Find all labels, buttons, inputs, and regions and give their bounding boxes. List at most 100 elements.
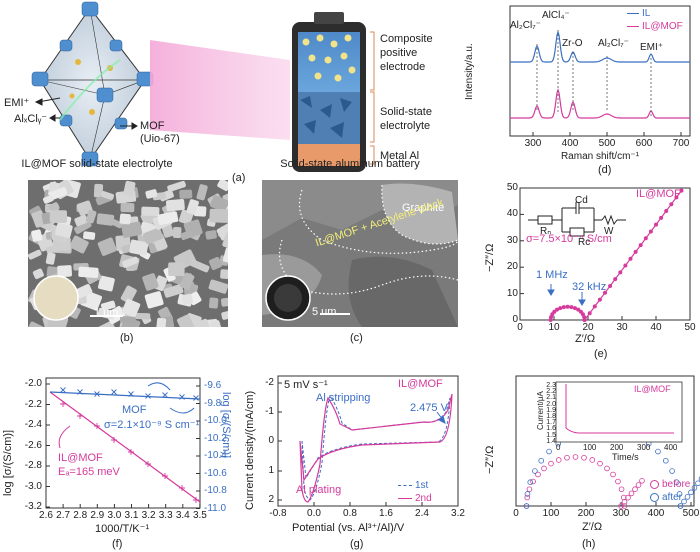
arrhenius-ytick-right-5: -10.6 xyxy=(204,467,227,479)
arrhenius-ytick-right-4: -10.4 xyxy=(204,450,227,461)
arrhenius-ytick-left-2: -2.4 xyxy=(24,419,42,430)
ilmof-point-5 xyxy=(145,461,151,467)
circuit-cd: Cd xyxy=(575,195,588,206)
nyquist-point-22 xyxy=(618,270,623,275)
nyquist-point-34 xyxy=(679,188,684,193)
inset-xtick-3: 300 xyxy=(637,443,651,452)
h-xtick-2: 200 xyxy=(577,508,595,519)
arrhenius-xtick-2: 2.8 xyxy=(73,510,88,521)
nyquist-legend: IL@MOF xyxy=(636,188,681,200)
after-point xyxy=(538,457,545,464)
h-xtick-3: 300 xyxy=(612,508,630,519)
nyquist-point-13 xyxy=(582,315,587,320)
voltage-label: 2.475 V xyxy=(410,402,448,414)
panel-f-letter: (f) xyxy=(112,538,123,550)
nyquist-xlabel: Z′/Ω xyxy=(575,333,596,345)
cv-ytick-2: 0 xyxy=(268,435,274,446)
nyquist-ytick-4: 40 xyxy=(506,208,518,220)
panel-g-letter: (g) xyxy=(350,538,364,550)
raman-annot-zro: Zr-O xyxy=(562,38,583,49)
h-xtick-4: 400 xyxy=(647,508,665,519)
inset-ytick-7: 1.6 xyxy=(546,425,556,433)
ilmof-point-8 xyxy=(193,497,199,503)
nyquist-point-7 xyxy=(565,304,570,309)
ilmof-point-1 xyxy=(77,413,83,419)
cv-xtick-2: 0.8 xyxy=(343,508,357,519)
panel-a-figure xyxy=(31,1,375,172)
raman-legend-ilmof: IL@MOF xyxy=(627,21,683,32)
nyquist-ylabel: −Z″/Ω xyxy=(484,243,496,272)
ilmof-point-0 xyxy=(60,401,66,407)
mof-point-3 xyxy=(111,389,117,395)
mof-point-0 xyxy=(60,387,66,393)
nyquist-x-ticks: 0 10 20 30 40 50 xyxy=(490,322,700,336)
ilmof-point-3 xyxy=(111,437,117,443)
raman-xlabel: Raman shift/cm⁻¹ xyxy=(560,151,640,162)
circuit-rc: Rc xyxy=(578,237,591,248)
mof-sub-label: (Uio-67) xyxy=(140,133,180,145)
ea-label: Eₐ=165 meV xyxy=(58,466,120,478)
arrhenius-ytick-left-4: -2.8 xyxy=(24,460,42,471)
nyquist-point-25 xyxy=(633,249,638,254)
after-point xyxy=(546,448,552,455)
raman-xtick-4: 700 xyxy=(672,138,690,149)
nyquist-ytick-0: 0 xyxy=(512,314,518,325)
raman-xtick-3: 600 xyxy=(635,138,653,149)
arrhenius-xtick-4: 3.0 xyxy=(107,510,122,521)
nyquist-point-15 xyxy=(582,318,587,322)
arrhenius-xtick-0: 2.6 xyxy=(39,510,53,521)
mof-label: MOF xyxy=(140,120,165,132)
cv-ytick-1: 1 xyxy=(268,465,274,476)
cv-ytick-4: -2 xyxy=(265,377,274,388)
cv-xtick-5: 3.2 xyxy=(451,508,465,519)
nyquist-xtick-5: 50 xyxy=(684,322,696,333)
arrhenius-ytick-left-1: -2.2 xyxy=(24,398,42,410)
equivalent-circuit xyxy=(528,202,626,237)
alcl-label: AlₓClᵧ⁻ xyxy=(14,113,48,125)
arrhenius-ytick-right-6: -10.8 xyxy=(204,485,227,496)
panel-a-letter: (a) xyxy=(232,172,246,184)
before-point xyxy=(618,486,625,493)
metal-al-label: Metal Al xyxy=(380,150,420,162)
arrhenius-ytick-left-5: -3.0 xyxy=(24,480,42,492)
freq-1mhz: 1 MHz xyxy=(536,269,568,281)
raman-x-ticks: 300 400 500 600 700 xyxy=(470,138,700,152)
arrhenius-ytick-right-7: -11.0 xyxy=(204,502,227,514)
before-point xyxy=(572,454,579,460)
before-point xyxy=(535,471,541,478)
emi-label: EMI⁺ xyxy=(4,97,30,109)
before-point xyxy=(589,457,596,463)
arrhenius-xtick-3: 2.9 xyxy=(90,510,105,521)
arrhenius-xtick-5: 3.1 xyxy=(124,510,139,521)
raman-xtick-2: 500 xyxy=(598,138,616,149)
before-point xyxy=(604,465,610,472)
cv-xlabel: Potential (vs. Al³⁺/Al)/V xyxy=(292,522,405,534)
after-point xyxy=(523,503,530,509)
panel-g-chart xyxy=(277,375,459,507)
inset-ytick-2: 2.1 xyxy=(546,394,556,402)
ilmof-fit-label: IL@MOF xyxy=(58,452,103,464)
panel-c-sem-image xyxy=(262,180,458,327)
inset-ytick-3: 2.0 xyxy=(546,400,556,408)
h-x-ticks: 0 100 200 300 400 500 xyxy=(474,508,700,522)
panel-d-chart xyxy=(509,5,691,137)
mof-point-7 xyxy=(179,394,185,400)
before-point xyxy=(615,478,621,485)
cv-xtick-1: 0.0 xyxy=(307,508,321,519)
cv-xtick-3: 1.6 xyxy=(379,508,393,519)
arrhenius-y-ticks-left: -2.0 -2.2 -2.4 -2.6 -2.8 -3.0 -3.2 xyxy=(0,368,44,528)
panel-a-left-caption: IL@MOF solid-state electrolyte xyxy=(21,158,173,170)
after-point xyxy=(673,479,680,486)
mof-point-2 xyxy=(94,391,100,397)
inset-ytick-1: 2.2 xyxy=(546,388,556,396)
arrhenius-ytick-right-2: -10.0 xyxy=(204,415,227,426)
sem-c-scale: 5 um xyxy=(312,306,337,318)
before-point xyxy=(526,486,533,493)
inset-xlabel: Time/s xyxy=(612,452,639,462)
arrhenius-ytick-left-0: -2.0 xyxy=(24,378,42,389)
before-point xyxy=(621,503,628,509)
nyquist-point-3 xyxy=(552,309,557,314)
arrhenius-ylabel-right: log [σ/(S/cm)] xyxy=(220,392,232,459)
legend-before: before xyxy=(650,479,690,490)
cv-xtick-4: 2.4 xyxy=(415,508,429,519)
